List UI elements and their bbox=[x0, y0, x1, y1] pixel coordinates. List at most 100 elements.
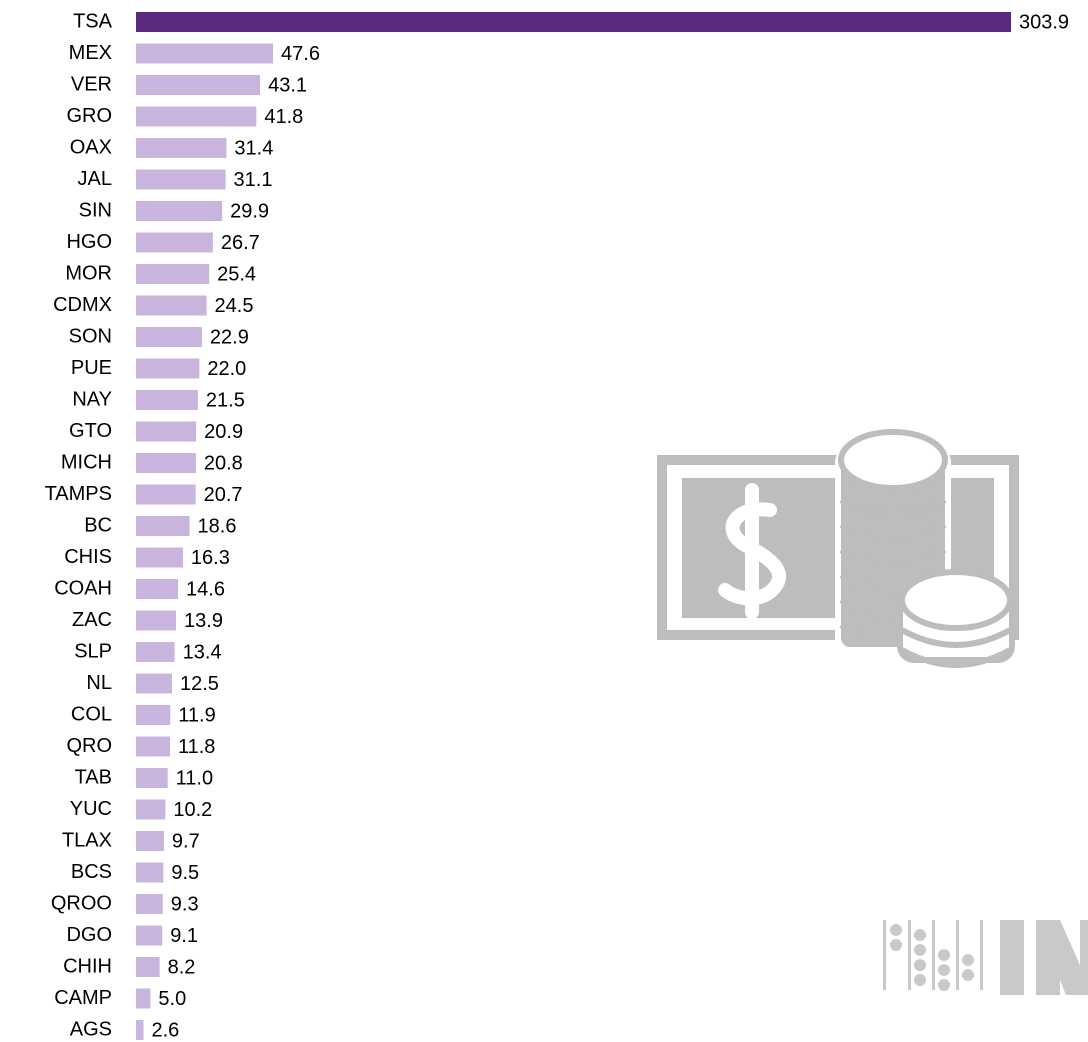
data-label: 9.5 bbox=[171, 862, 199, 884]
data-label: 43.1 bbox=[268, 74, 307, 96]
money-icon bbox=[657, 429, 1019, 668]
data-label: 9.1 bbox=[170, 925, 198, 947]
bar bbox=[136, 12, 1011, 32]
data-label: 24.5 bbox=[215, 295, 254, 317]
bar bbox=[136, 138, 227, 158]
data-label: 5.0 bbox=[158, 988, 186, 1010]
y-tick-label: NL bbox=[86, 672, 112, 694]
bar bbox=[136, 453, 196, 473]
bar bbox=[136, 642, 175, 662]
data-label: 8.2 bbox=[168, 956, 196, 978]
bar bbox=[136, 988, 151, 1009]
data-label: 20.9 bbox=[204, 421, 243, 443]
y-tick-label: BCS bbox=[71, 861, 112, 883]
bar bbox=[136, 957, 160, 977]
bar bbox=[136, 295, 207, 316]
data-label: 22.9 bbox=[210, 326, 249, 348]
bar bbox=[136, 894, 163, 914]
data-label: 11.0 bbox=[176, 767, 213, 789]
data-label: 47.6 bbox=[281, 43, 320, 65]
data-label: 16.3 bbox=[191, 547, 230, 569]
y-tick-label: SLP bbox=[74, 640, 112, 662]
bar bbox=[136, 169, 226, 190]
bar bbox=[136, 610, 177, 631]
data-label: 14.6 bbox=[186, 578, 225, 600]
y-tick-label: CHIS bbox=[64, 546, 112, 568]
data-label: 13.9 bbox=[184, 610, 223, 632]
bar bbox=[136, 327, 202, 347]
bar bbox=[136, 106, 257, 127]
y-tick-label: PUE bbox=[71, 357, 112, 379]
y-tick-label: COL bbox=[71, 703, 112, 725]
bar bbox=[136, 232, 213, 253]
y-tick-label: VER bbox=[71, 73, 112, 95]
y-tick-label: MEX bbox=[69, 42, 112, 64]
bar bbox=[136, 831, 164, 851]
bar bbox=[136, 579, 179, 599]
y-tick-label: HGO bbox=[66, 231, 112, 253]
bar bbox=[136, 705, 171, 725]
data-label: 18.6 bbox=[198, 515, 237, 537]
data-label: 9.3 bbox=[171, 893, 199, 915]
y-tick-label: SON bbox=[69, 325, 112, 347]
data-label: 10.2 bbox=[173, 799, 212, 821]
data-label: 31.4 bbox=[234, 137, 273, 159]
y-tick-label: TAMPS bbox=[45, 483, 112, 505]
data-label: 11.8 bbox=[178, 736, 215, 758]
y-tick-label: GTO bbox=[69, 420, 112, 442]
bar bbox=[136, 736, 170, 757]
data-label: 20.7 bbox=[204, 484, 243, 506]
y-tick-label: TLAX bbox=[62, 829, 112, 851]
y-tick-label: JAL bbox=[78, 168, 112, 190]
bar bbox=[136, 547, 183, 568]
bar bbox=[136, 75, 261, 95]
bar bbox=[136, 484, 196, 505]
bar bbox=[136, 768, 168, 788]
data-label: 29.9 bbox=[230, 200, 269, 222]
y-tick-label: OAX bbox=[70, 136, 112, 158]
data-label: 12.5 bbox=[180, 673, 219, 695]
bar bbox=[136, 421, 197, 442]
bar bbox=[136, 516, 190, 536]
bar bbox=[136, 264, 210, 284]
y-tick-label: YUC bbox=[70, 798, 112, 820]
bar bbox=[136, 201, 223, 221]
y-tick-label: MICH bbox=[61, 451, 112, 473]
data-label: 22.0 bbox=[207, 358, 246, 380]
bar bbox=[136, 43, 274, 64]
bar bbox=[136, 862, 164, 883]
y-tick-label: CHIH bbox=[63, 955, 112, 977]
data-label: 20.8 bbox=[204, 452, 243, 474]
y-tick-label: CDMX bbox=[53, 294, 112, 316]
y-tick-label: AGS bbox=[70, 1018, 112, 1040]
data-label: 2.6 bbox=[151, 1019, 179, 1041]
bar bbox=[136, 358, 200, 379]
y-tick-label: NAY bbox=[72, 388, 112, 410]
data-label: 25.4 bbox=[217, 263, 256, 285]
y-tick-label: QROO bbox=[51, 892, 112, 914]
bar bbox=[136, 1020, 144, 1040]
y-tick-label: CAMP bbox=[54, 987, 112, 1009]
data-label: 41.8 bbox=[264, 106, 303, 128]
y-tick-label: QRO bbox=[66, 735, 112, 757]
logo bbox=[883, 920, 1088, 995]
bar bbox=[136, 673, 172, 694]
data-label: 13.4 bbox=[183, 641, 222, 663]
data-label: 31.1 bbox=[234, 169, 273, 191]
y-tick-label: DGO bbox=[66, 924, 112, 946]
data-label: 303.9 bbox=[1019, 11, 1069, 33]
y-tick-label: COAH bbox=[54, 577, 112, 599]
y-tick-label: MOR bbox=[65, 262, 112, 284]
data-label: 11.9 bbox=[178, 704, 215, 726]
data-label: 9.7 bbox=[172, 830, 200, 852]
y-tick-label: GRO bbox=[66, 105, 112, 127]
data-label: 26.7 bbox=[221, 232, 260, 254]
bar bbox=[136, 390, 198, 410]
data-label: 21.5 bbox=[206, 389, 245, 411]
y-tick-label: ZAC bbox=[72, 609, 112, 631]
y-tick-label: TAB bbox=[75, 766, 112, 788]
y-tick-label: BC bbox=[84, 514, 112, 536]
y-tick-label: TSA bbox=[73, 10, 113, 32]
bar bbox=[136, 925, 163, 946]
